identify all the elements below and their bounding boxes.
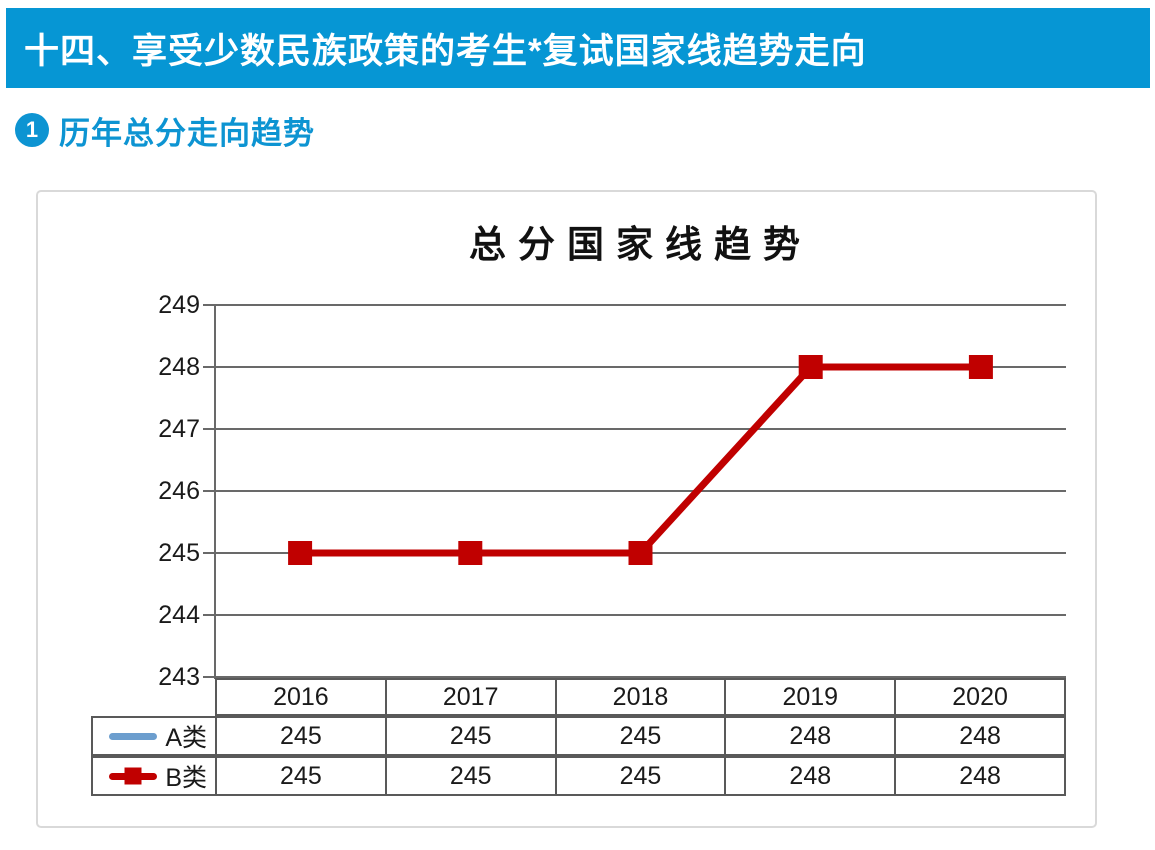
value-cell: 245 — [215, 718, 385, 754]
y-axis-tick-label: 249 — [158, 291, 200, 319]
value-cell: 245 — [215, 758, 385, 794]
y-axis-tick-label: 248 — [158, 353, 200, 381]
y-axis-tick-label: 247 — [158, 415, 200, 443]
year-header-cell: 2016 — [273, 682, 329, 711]
page-header-banner: 十四、享受少数民族政策的考生*复试国家线趋势走向 — [6, 8, 1150, 88]
chart-panel: 总分国家线趋势 249 248 247 246 245 244 243 2016 2017 201… — [36, 190, 1097, 828]
data-point-marker — [798, 355, 823, 379]
value-cell: 248 — [894, 718, 1064, 754]
table-series-row-A类: A类 245 245 245 248 248 — [91, 716, 1066, 756]
section-title: 历年总分走向趋势 — [59, 115, 315, 151]
legend-marker-icon — [124, 767, 142, 785]
series-line-A类 — [300, 364, 981, 556]
value-cell: 245 — [554, 758, 725, 794]
data-point-marker — [968, 355, 993, 379]
year-header-cell: 2017 — [384, 680, 555, 714]
legend-line-icon — [109, 767, 158, 785]
y-axis-tick-label: 244 — [158, 601, 200, 629]
y-axis-tick-label: 246 — [158, 477, 200, 505]
series-line-B类 — [300, 363, 981, 557]
data-point-marker — [628, 541, 653, 565]
legend-key-cell: A类 — [93, 718, 215, 754]
plot-area — [203, 304, 1066, 679]
legend-line-icon — [109, 732, 158, 740]
table-series-row-B类: B类 245 245 245 248 248 — [91, 756, 1066, 796]
year-header-cell: 2019 — [724, 680, 894, 714]
value-cell: 248 — [724, 718, 894, 754]
year-header-cell: 2020 — [894, 680, 1064, 714]
value-cell: 245 — [554, 718, 725, 754]
legend-label: A类 — [165, 724, 207, 752]
section-heading: 1 历年总分走向趋势 — [15, 112, 315, 151]
chart-title: 总分国家线趋势 — [469, 225, 812, 266]
y-axis-tick-label: 243 — [158, 663, 200, 691]
data-point-marker — [458, 541, 483, 565]
data-point-marker — [288, 541, 313, 565]
y-axis-tick-label: 245 — [158, 539, 200, 567]
year-header-cell: 2018 — [554, 680, 725, 714]
legend-label: B类 — [165, 764, 207, 792]
section-number-badge: 1 — [15, 113, 49, 147]
value-cell: 248 — [894, 758, 1064, 794]
value-cell: 248 — [724, 758, 894, 794]
legend-key-cell: B类 — [93, 758, 215, 794]
table-year-row: 2016 2017 2018 2019 2020 — [215, 678, 1066, 716]
page-title: 十四、享受少数民族政策的考生*复试国家线趋势走向 — [24, 31, 867, 71]
value-cell: 245 — [384, 718, 555, 754]
value-cell: 245 — [384, 758, 555, 794]
